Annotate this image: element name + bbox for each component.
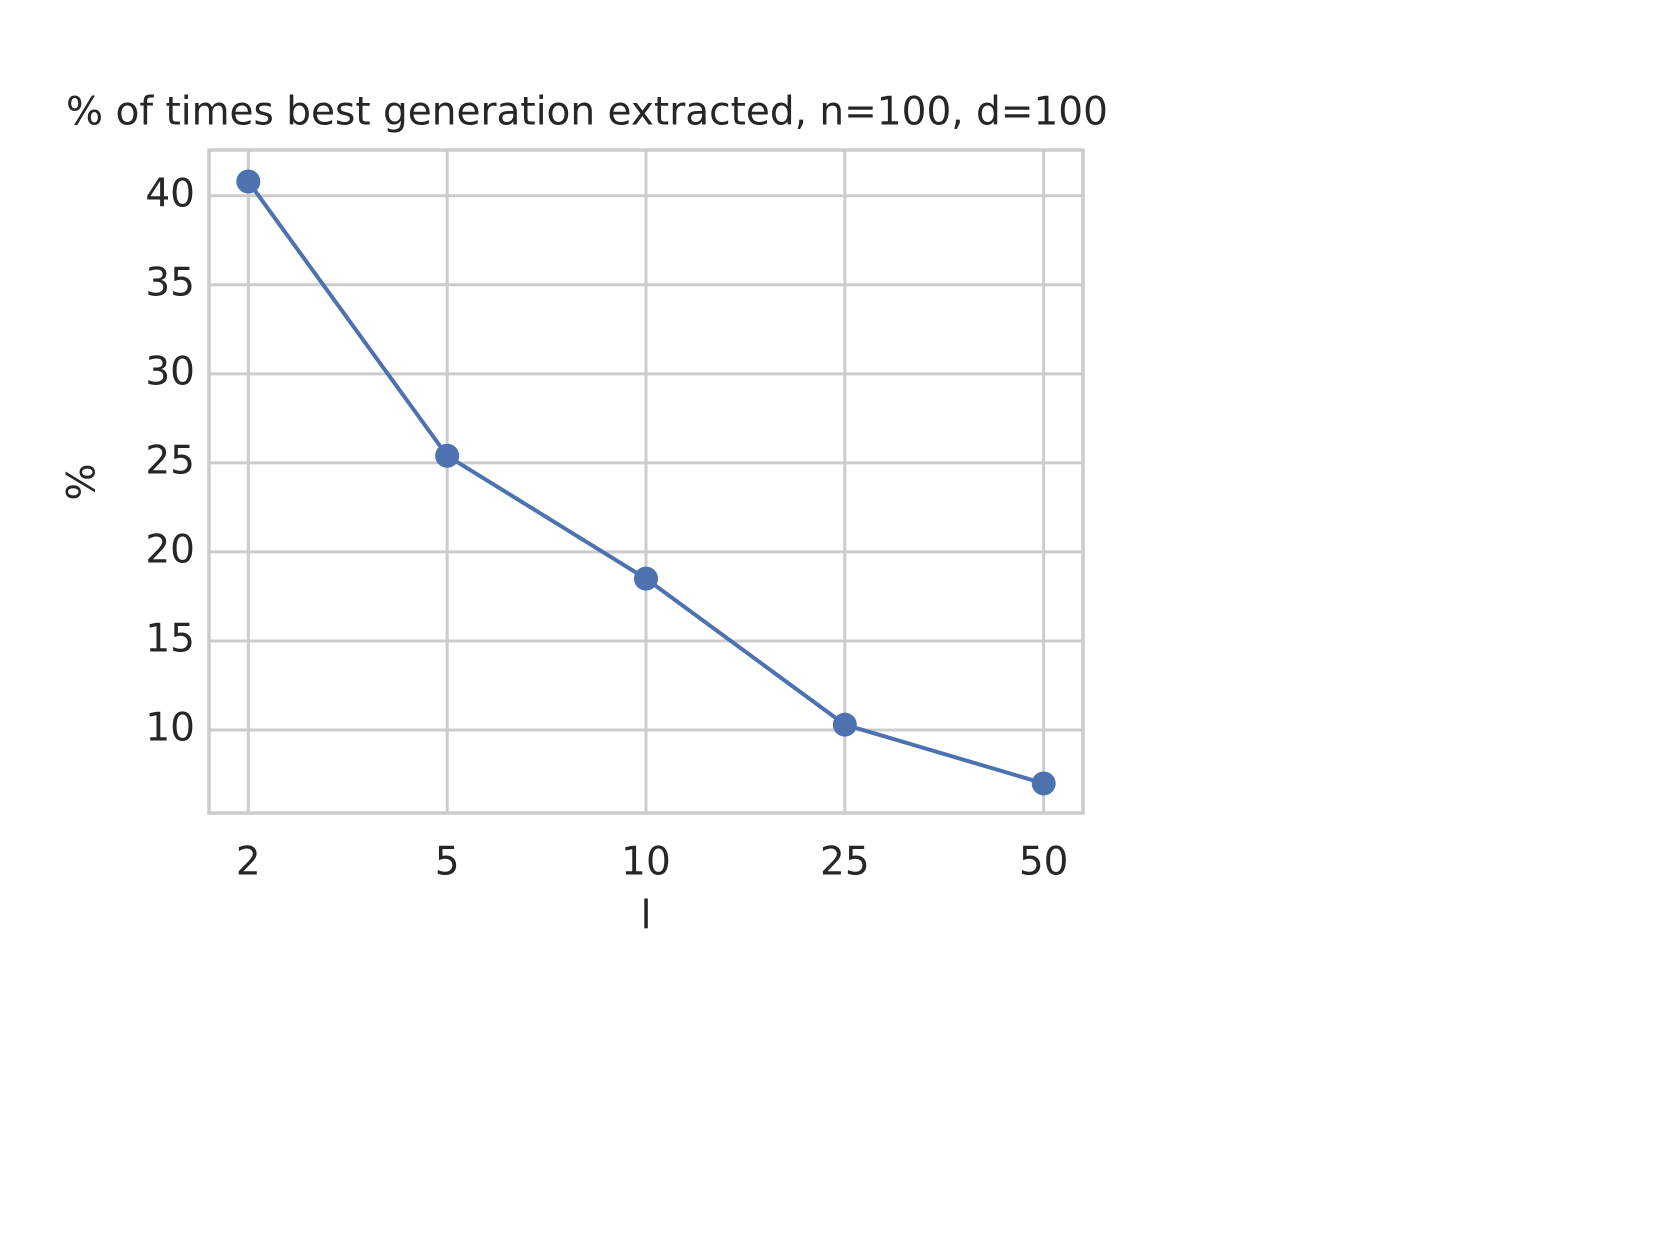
x-tick-label: 5 [435, 840, 460, 885]
y-tick-label: 25 [145, 438, 195, 483]
x-tick-label: 25 [820, 840, 870, 885]
y-axis-label: % [60, 463, 105, 500]
y-tick-label: 35 [145, 260, 195, 305]
point [634, 566, 658, 591]
plot-frame [207, 148, 1085, 815]
x-axis-label: l [641, 894, 652, 939]
point [435, 443, 460, 468]
x-tick-label: 50 [1019, 840, 1069, 885]
x-tick-label: 2 [236, 840, 261, 885]
point [1031, 771, 1056, 796]
chart-title: % of times best generation extracted, n=… [66, 90, 1108, 135]
y-tick-label: 30 [145, 349, 195, 394]
y-tick-label: 15 [145, 616, 195, 661]
point [236, 169, 261, 194]
y-tick-label: 40 [145, 171, 195, 216]
y-tick-label: 20 [145, 527, 195, 572]
x-tick-label: 10 [621, 840, 671, 885]
y-tick-label: 10 [145, 706, 195, 751]
point [832, 712, 857, 737]
